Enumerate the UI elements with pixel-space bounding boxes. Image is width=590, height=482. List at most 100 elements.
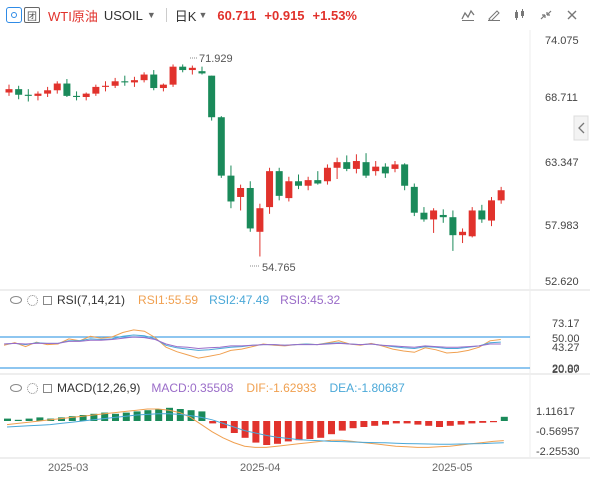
rsi-title: RSI(7,14,21) (57, 293, 126, 307)
macd-bar (479, 421, 487, 423)
macd-bar (468, 421, 476, 424)
rsi3-value: RSI3:45.32 (280, 293, 341, 307)
last-price: 60.711 (217, 7, 257, 23)
rsi1-value: RSI1:55.59 (138, 293, 199, 307)
macd-bar (295, 421, 303, 441)
macd-bar (79, 415, 87, 421)
rsi-tick: 43.27 (552, 342, 580, 354)
macd-bar (328, 421, 335, 435)
toolbar (458, 6, 582, 24)
macd-bar (414, 421, 422, 425)
macd-bar (90, 413, 98, 421)
macd-bar (349, 421, 357, 429)
price-tick: 52.620 (545, 276, 579, 288)
candle (246, 181, 254, 232)
candle (449, 210, 457, 251)
chinese-badge-icon[interactable]: 团 (24, 7, 40, 23)
macd-bar (284, 421, 292, 442)
macd-bar (436, 421, 443, 427)
candle (24, 89, 32, 102)
macd-legend: MACD(12,26,9) MACD:0.35508 DIF:-1.62933 … (10, 381, 405, 395)
price-tick: 57.983 (545, 220, 579, 232)
low-annotation: 54.765 (262, 262, 296, 274)
candle (372, 161, 380, 176)
candle (285, 176, 293, 202)
candle (159, 83, 167, 92)
indicator-box-icon[interactable] (43, 383, 52, 393)
indicator-box-icon[interactable] (43, 295, 52, 305)
chevron-left-icon[interactable] (578, 122, 585, 134)
candle (227, 165, 235, 209)
macd-bar (360, 421, 368, 427)
rsi-tick: 73.17 (552, 318, 580, 330)
candle (237, 184, 245, 211)
period-selector[interactable]: 日K (174, 8, 197, 24)
candle (488, 196, 495, 227)
candle (352, 154, 360, 174)
macd-bar (317, 421, 325, 438)
candle (208, 75, 216, 121)
candle (362, 153, 370, 178)
rsi-tick: 50.00 (552, 333, 580, 345)
macd-bar (425, 421, 433, 426)
macd-bar (446, 421, 454, 426)
candle (468, 207, 476, 238)
visibility-eye-icon[interactable] (10, 384, 22, 392)
side-panel-toggle[interactable] (573, 115, 589, 141)
rsi1-line (3, 329, 501, 359)
candle (140, 72, 148, 83)
candle (82, 92, 90, 101)
symbol-dropdown-icon[interactable]: ▼ (146, 10, 156, 20)
candle (179, 64, 187, 73)
candle (63, 79, 71, 98)
price-change-pct: +1.53% (312, 7, 357, 23)
price-tick: 74.075 (545, 35, 579, 47)
macd-bar (500, 416, 508, 421)
indicator-icon[interactable] (458, 6, 478, 24)
macd-value: MACD:0.35508 (151, 381, 234, 395)
period-dropdown-icon[interactable]: ▼ (198, 10, 208, 20)
macd-bar (241, 421, 249, 438)
candle (169, 64, 177, 87)
time-tick: 2025-03 (48, 462, 88, 474)
macd-bar (144, 410, 152, 421)
macd-bar (490, 421, 497, 423)
macd-bar (166, 407, 173, 421)
close-icon[interactable] (562, 6, 582, 24)
settings-gear-icon[interactable] (27, 382, 38, 394)
visibility-eye-icon[interactable] (10, 296, 22, 304)
macd-bar (371, 421, 379, 426)
time-tick: 2025-05 (432, 462, 472, 474)
candle (15, 85, 23, 100)
high-annotation: 71.929 (199, 53, 233, 65)
macd-bar (36, 417, 44, 421)
macd-bar (176, 409, 184, 421)
candle (420, 207, 428, 222)
candle (130, 76, 138, 87)
draw-pencil-icon[interactable] (484, 6, 504, 24)
macd-bar (198, 411, 206, 421)
candle (343, 155, 351, 172)
dif-value: DIF:-1.62933 (246, 381, 317, 395)
candle (439, 209, 447, 223)
collapse-icon[interactable] (536, 6, 556, 24)
candle (256, 203, 264, 257)
macd-bar (58, 417, 65, 421)
instrument-name[interactable]: WTI原油 (48, 8, 98, 24)
macd-histogram (4, 407, 508, 445)
macd-lines (6, 408, 504, 448)
candle-type-icon[interactable] (510, 6, 530, 24)
symbol-search-icon[interactable] (6, 7, 22, 23)
candle (295, 174, 302, 190)
candle (275, 167, 283, 201)
instrument-symbol[interactable]: USOIL (103, 7, 143, 23)
settings-gear-icon[interactable] (27, 294, 38, 306)
candle (381, 163, 389, 178)
macd-tick: -2.25530 (536, 446, 579, 458)
rsi-tick: 20.87 (552, 364, 580, 376)
time-axis: 2025-03 2025-04 2025-05 (48, 462, 472, 474)
macd-bar (220, 421, 227, 429)
candle (217, 116, 225, 178)
candle (150, 70, 158, 91)
